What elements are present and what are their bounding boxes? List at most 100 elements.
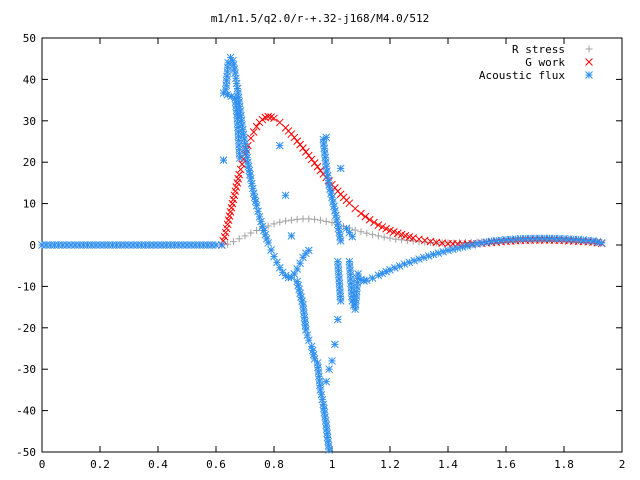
legend-label: Acoustic flux [479,69,565,82]
legend-label: R stress [512,43,565,56]
data-point [357,228,365,236]
y-tick-label: -10 [16,280,36,293]
data-point [219,237,228,245]
series-g-work [217,112,606,249]
data-point [328,193,336,202]
data-point [235,154,244,162]
data-point [330,202,338,211]
data-point [374,271,383,280]
data-point [328,357,336,365]
data-point [419,253,428,262]
data-point [593,238,602,246]
data-point [247,179,256,188]
data-point [363,229,371,237]
data-point [473,239,481,248]
y-tick-label: -40 [16,405,36,418]
data-point [351,226,359,234]
data-point [217,241,226,249]
series-acoustic-flux [38,53,606,454]
data-point [429,250,438,259]
data-point [212,241,220,249]
data-point [304,336,313,345]
data-point [348,232,357,241]
data-point [368,274,377,282]
data-point [257,217,265,226]
data-point [374,221,383,229]
data-point [382,224,390,233]
data-point [365,215,374,224]
data-point [304,151,313,160]
data-point [378,223,387,231]
data-point [370,218,378,227]
data-point [246,174,255,183]
legend-marker [585,58,593,66]
data-point [254,207,262,216]
data-point [434,249,443,257]
data-point [235,235,243,243]
legend-marker [585,45,593,53]
data-point [482,238,491,246]
data-point [307,155,316,164]
data-point [270,220,278,228]
data-point [240,135,249,143]
data-point [264,239,273,247]
data-point [258,222,267,231]
data-point [317,390,326,399]
data-point [229,238,237,246]
data-point [597,239,606,247]
data-point [248,184,257,193]
data-point [448,245,457,254]
y-tick-label: 40 [23,73,36,86]
x-tick-label: 0 [39,458,46,471]
data-point [316,216,324,224]
data-point [311,215,319,223]
data-point [322,162,331,171]
axis-ticks: 0 0.2 0.4 0.6 0.8 1 1.2 1.4 1.6 1.8 2 50 40 30 20 10 0 -1… [16,32,625,471]
y-tick-label: -30 [16,363,36,376]
data-point [400,260,409,268]
data-point [336,164,345,173]
data-point [336,297,345,305]
data-point [276,218,284,226]
data-point [261,113,270,122]
x-tick-label: 0.4 [148,458,168,471]
data-point [299,144,307,152]
legend-label: G work [525,56,565,69]
x-tick-label: 1.4 [438,458,458,471]
data-point [304,246,313,255]
data-point [270,114,278,123]
data-point [326,185,334,193]
data-point [249,128,258,136]
data-point [310,159,319,167]
data-point [361,212,370,221]
data-point [325,446,333,454]
data-point [345,228,354,237]
data-point [415,235,423,244]
data-point [409,237,417,245]
data-point [241,232,249,240]
y-tick-label: 10 [23,198,36,211]
data-marks [38,53,606,454]
data-point [310,354,319,363]
data-point [415,255,423,263]
data-point [316,386,325,394]
data-point [342,224,351,233]
data-point [224,240,232,248]
data-point [252,122,261,131]
data-point [235,170,244,179]
data-point [453,244,462,253]
data-point [275,141,284,150]
data-point [439,247,448,256]
data-point [333,315,342,324]
data-point [287,232,296,240]
data-point [398,236,406,244]
data-point [380,233,388,241]
data-point [219,89,228,97]
data-point [323,171,332,180]
data-point [287,216,295,224]
data-point [281,191,290,200]
data-point [303,331,312,339]
chart-title: m1/n1.5/q2.0/r-+.32-j168/M4.0/512 [211,12,430,25]
x-tick-label: 1.2 [380,458,400,471]
